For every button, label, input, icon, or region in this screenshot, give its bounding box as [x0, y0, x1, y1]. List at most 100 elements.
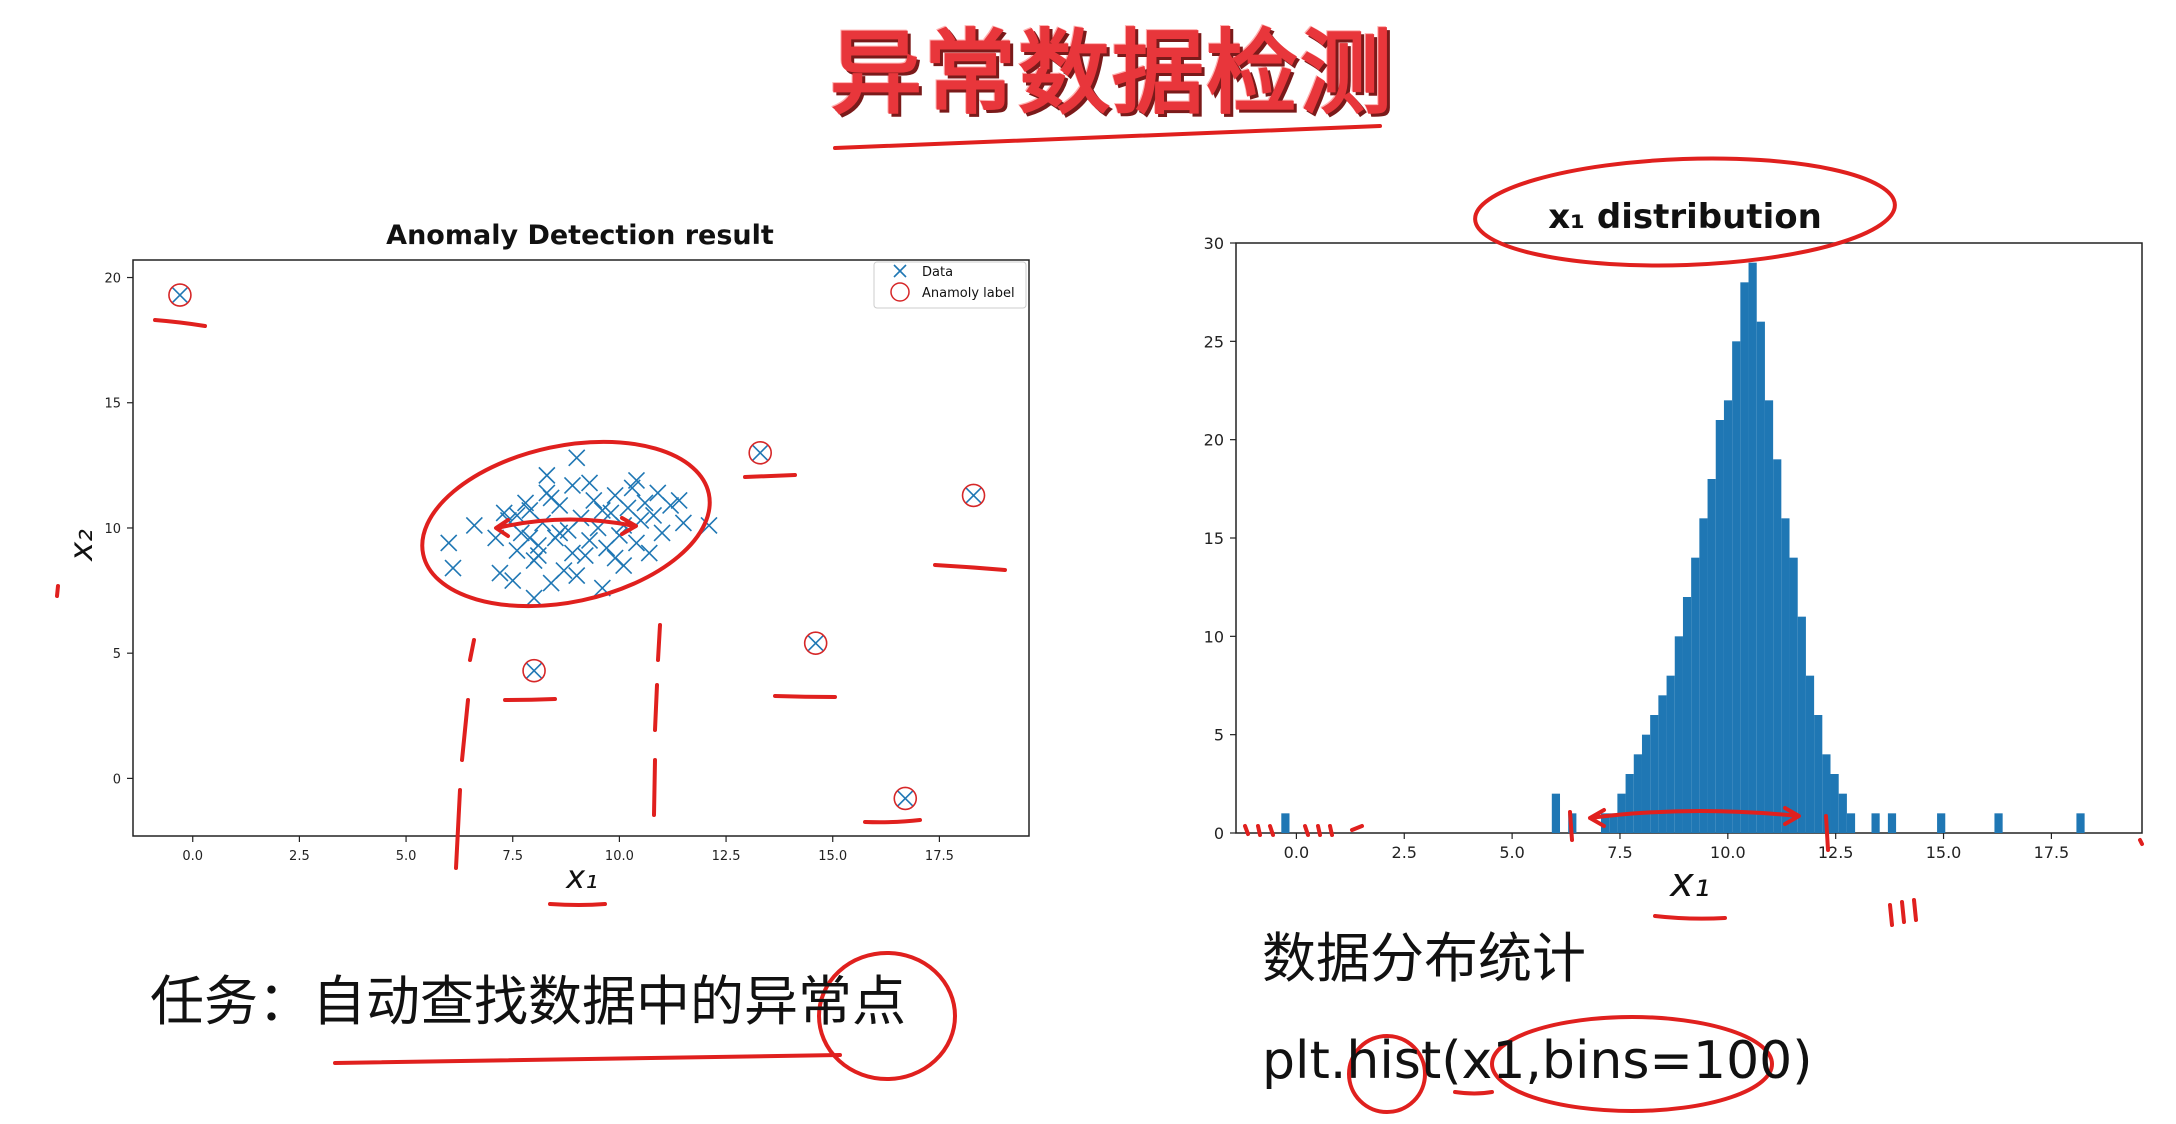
legend-anomaly-icon	[890, 282, 910, 302]
anomaly-underline-3	[933, 563, 1007, 572]
data-point-x-marker	[551, 524, 569, 542]
data-point-x-marker	[593, 501, 611, 520]
data-point-x-marker	[555, 561, 573, 580]
data-point-x-marker	[171, 286, 189, 304]
histogram-bar	[1682, 597, 1692, 833]
data-point-x-marker	[674, 514, 692, 532]
histogram-x-ticks: 0.0 2.5 5.0 7.5 10.0 12.5 15.0 17.5	[1284, 833, 2069, 862]
anomaly-circle-marker	[168, 283, 192, 307]
data-point-x-marker	[542, 489, 560, 507]
data-point-x-marker	[606, 549, 624, 567]
data-point-x-marker	[644, 506, 663, 525]
data-point-x-marker	[465, 516, 483, 535]
scatter-y-tick-label: 10	[104, 522, 121, 537]
scatter-y-tick-label: 20	[104, 272, 121, 287]
histogram-y-tick-label: 25	[1204, 332, 1224, 351]
distribution-caption: 数据分布统计	[1262, 927, 1586, 990]
histogram-bar	[1830, 774, 1839, 833]
range-dash-left	[454, 638, 476, 870]
histogram-bar	[1805, 675, 1815, 833]
data-point-x-marker	[521, 529, 539, 547]
data-point-x-marker	[640, 544, 658, 562]
data-point-x-marker	[896, 789, 914, 808]
scatter-title: Anomaly Detection result	[386, 220, 774, 251]
scatter-x-tick-label: 10.0	[605, 849, 634, 864]
data-point-x-marker	[538, 466, 556, 484]
data-point-x-marker	[444, 559, 462, 577]
pen-annotations	[55, 124, 2144, 1114]
data-point-x-marker	[807, 634, 825, 652]
anomaly-point-circle	[817, 951, 957, 1081]
slide-title: 异常数据检测	[830, 20, 1395, 127]
scatter-y-tick-label: 5	[113, 647, 121, 662]
scatter-x-tick-label: 15.0	[818, 849, 847, 864]
hist-x1-underline	[1653, 914, 1727, 921]
data-point-x-marker	[563, 476, 582, 494]
histogram-y-tick-label: 30	[1204, 234, 1224, 253]
anomaly-circle-marker	[961, 483, 986, 508]
anomaly-circle-marker	[522, 658, 546, 683]
data-point-x-marker	[751, 444, 769, 462]
histogram-x-tick-label: 12.5	[1818, 843, 1854, 862]
task-caption: 任务：自动查找数据中的异常点	[150, 970, 906, 1033]
anomaly-underline-1	[153, 318, 207, 328]
histogram-bar	[1814, 715, 1823, 833]
scatter-x-tick-label: 12.5	[712, 849, 741, 864]
anomaly-circle-marker	[893, 786, 918, 811]
histogram-bar	[1715, 420, 1724, 833]
bins-arg-circle	[1490, 1015, 1774, 1113]
histogram-y-tick-label: 5	[1214, 726, 1224, 745]
scatter-x-ticks: 0.0 2.5 5.0 7.5 10.0 12.5 15.0 17.5	[182, 836, 954, 864]
data-point-x-marker	[529, 546, 547, 565]
histogram-bar	[1887, 813, 1897, 833]
scatter-x-tick-label: 5.0	[396, 849, 417, 864]
scatter-legend: Data Anamoly label	[873, 261, 1027, 309]
histogram-bar	[1691, 557, 1700, 833]
histogram-bar	[1650, 715, 1659, 833]
histogram-y-tick-label: 0	[1214, 824, 1224, 843]
histogram-x-tick-label: 15.0	[1926, 843, 1962, 862]
range-dash-right	[652, 623, 662, 817]
histogram-bar	[1756, 321, 1765, 833]
hist-call-circle	[1347, 1034, 1427, 1114]
hist-tail-ticks-left	[1243, 824, 1364, 837]
data-point-x-marker	[504, 571, 522, 590]
data-point-x-marker	[440, 534, 458, 552]
histogram-x-tick-label: 7.5	[1607, 843, 1632, 862]
histogram-bar	[1838, 793, 1847, 833]
histogram-y-tick-label: 10	[1204, 627, 1224, 646]
scatter-points	[171, 286, 983, 808]
histogram-bar	[1781, 518, 1790, 833]
histogram-bar	[1748, 262, 1757, 834]
anomaly-underline-5	[773, 694, 837, 699]
hist-title-circle	[1473, 156, 1897, 268]
data-point-x-marker	[534, 514, 552, 532]
histogram-y-tick-label: 15	[1204, 529, 1224, 548]
task-underline	[333, 1053, 842, 1065]
anomaly-underline-4	[503, 697, 557, 702]
anomaly-circle-marker	[748, 441, 773, 465]
histogram-bar	[1723, 400, 1733, 833]
data-point-x-marker	[662, 496, 680, 514]
anomaly-circle-marker	[803, 631, 828, 655]
legend-data-icon	[893, 264, 907, 278]
data-point-x-marker	[568, 566, 586, 585]
anomaly-underline-2	[743, 473, 797, 479]
histogram-x-tick-label: 5.0	[1499, 843, 1524, 862]
data-point-x-marker	[964, 486, 983, 504]
histogram-x-tick-label: 0.0	[1284, 843, 1309, 862]
data-point-x-marker	[512, 524, 530, 542]
histogram-y-tick-label: 20	[1204, 431, 1224, 450]
data-point-x-marker	[580, 531, 599, 550]
histogram-bar	[1789, 557, 1798, 833]
histogram-bar	[1846, 813, 1856, 833]
data-point-x-marker	[525, 662, 543, 680]
scatter-anomaly-markers	[168, 283, 986, 811]
histogram-bar	[1797, 616, 1806, 833]
histogram-bars	[1281, 262, 2085, 834]
data-point-x-marker	[585, 491, 603, 509]
scatter-y-tick-label: 15	[104, 397, 121, 412]
legend-anomaly-label: Anamoly label	[922, 286, 1015, 301]
scatter-x-tick-label: 2.5	[289, 849, 310, 864]
